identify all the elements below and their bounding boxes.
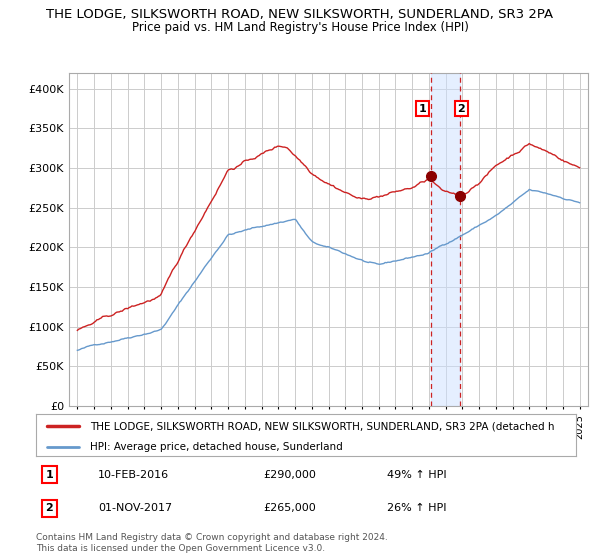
Text: £290,000: £290,000 [263, 470, 316, 479]
Text: Contains HM Land Registry data © Crown copyright and database right 2024.
This d: Contains HM Land Registry data © Crown c… [36, 533, 388, 553]
Text: Price paid vs. HM Land Registry's House Price Index (HPI): Price paid vs. HM Land Registry's House … [131, 21, 469, 34]
Text: £265,000: £265,000 [263, 503, 316, 513]
Text: HPI: Average price, detached house, Sunderland: HPI: Average price, detached house, Sund… [90, 442, 343, 452]
Text: 10-FEB-2016: 10-FEB-2016 [98, 470, 169, 479]
Text: 1: 1 [418, 104, 426, 114]
Text: 26% ↑ HPI: 26% ↑ HPI [387, 503, 446, 513]
Text: THE LODGE, SILKSWORTH ROAD, NEW SILKSWORTH, SUNDERLAND, SR3 2PA (detached h: THE LODGE, SILKSWORTH ROAD, NEW SILKSWOR… [90, 421, 554, 431]
Text: THE LODGE, SILKSWORTH ROAD, NEW SILKSWORTH, SUNDERLAND, SR3 2PA: THE LODGE, SILKSWORTH ROAD, NEW SILKSWOR… [46, 8, 554, 21]
Text: 1: 1 [46, 470, 53, 479]
Text: 49% ↑ HPI: 49% ↑ HPI [387, 470, 446, 479]
Bar [431, 73, 460, 406]
Text: 2: 2 [46, 503, 53, 513]
Text: 2: 2 [457, 104, 465, 114]
Text: 01-NOV-2017: 01-NOV-2017 [98, 503, 172, 513]
